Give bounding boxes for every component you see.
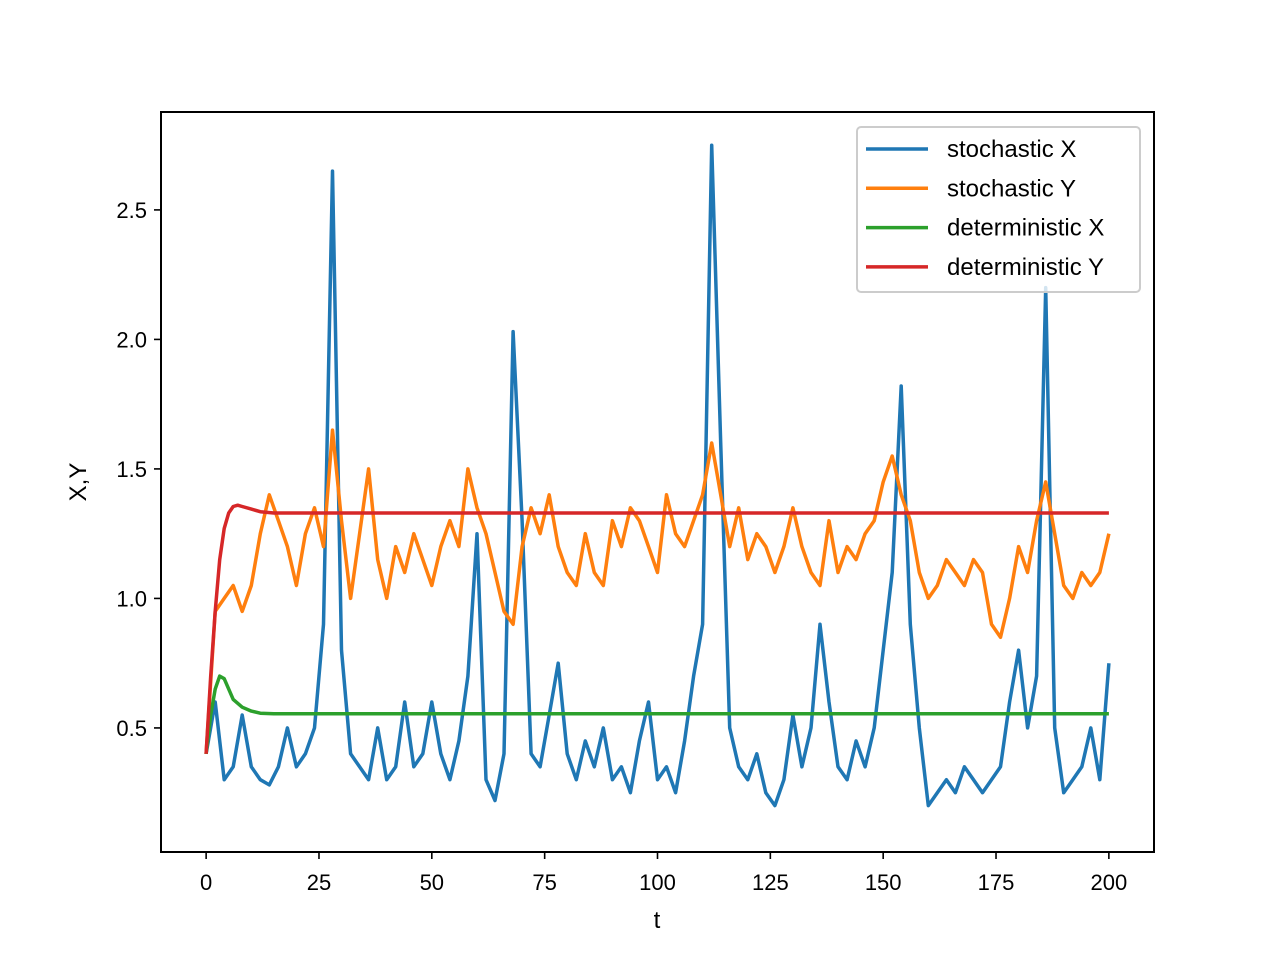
x-axis-ticks: 0 25 50 75 100 125 150 175 200 bbox=[200, 852, 1127, 895]
legend-label: deterministic X bbox=[947, 215, 1104, 242]
y-tick-label: 1.5 bbox=[116, 457, 147, 482]
x-tick-label: 0 bbox=[200, 870, 212, 895]
x-tick-label: 50 bbox=[420, 870, 444, 895]
legend-label: stochastic X bbox=[947, 136, 1076, 163]
y-tick-label: 2.0 bbox=[116, 327, 147, 352]
legend-label: stochastic Y bbox=[947, 175, 1076, 202]
x-tick-label: 75 bbox=[532, 870, 556, 895]
x-tick-label: 200 bbox=[1091, 870, 1128, 895]
x-axis-label: t bbox=[654, 907, 661, 934]
series-line-stochastic-y bbox=[204, 428, 1111, 754]
y-tick-label: 2.5 bbox=[116, 198, 147, 223]
y-tick-label: 0.5 bbox=[116, 716, 147, 741]
x-tick-label: 125 bbox=[752, 870, 789, 895]
x-tick-label: 25 bbox=[307, 870, 331, 895]
x-tick-label: 175 bbox=[978, 870, 1015, 895]
y-axis-label: X,Y bbox=[65, 463, 92, 502]
legend: stochastic X stochastic Y deterministic X d… bbox=[856, 126, 1141, 293]
series-line-deterministic-x bbox=[204, 674, 1109, 755]
y-tick-label: 1.0 bbox=[116, 586, 147, 611]
legend-label: deterministic Y bbox=[947, 254, 1104, 281]
series-line-stochastic-x bbox=[204, 143, 1111, 808]
x-tick-label: 150 bbox=[865, 870, 902, 895]
series-line-deterministic-y bbox=[204, 503, 1109, 754]
y-axis-ticks: 0.5 1.0 1.5 2.0 2.5 bbox=[116, 198, 161, 741]
plot-lines bbox=[204, 143, 1111, 808]
legend-box bbox=[856, 126, 1141, 293]
x-tick-label: 100 bbox=[639, 870, 676, 895]
